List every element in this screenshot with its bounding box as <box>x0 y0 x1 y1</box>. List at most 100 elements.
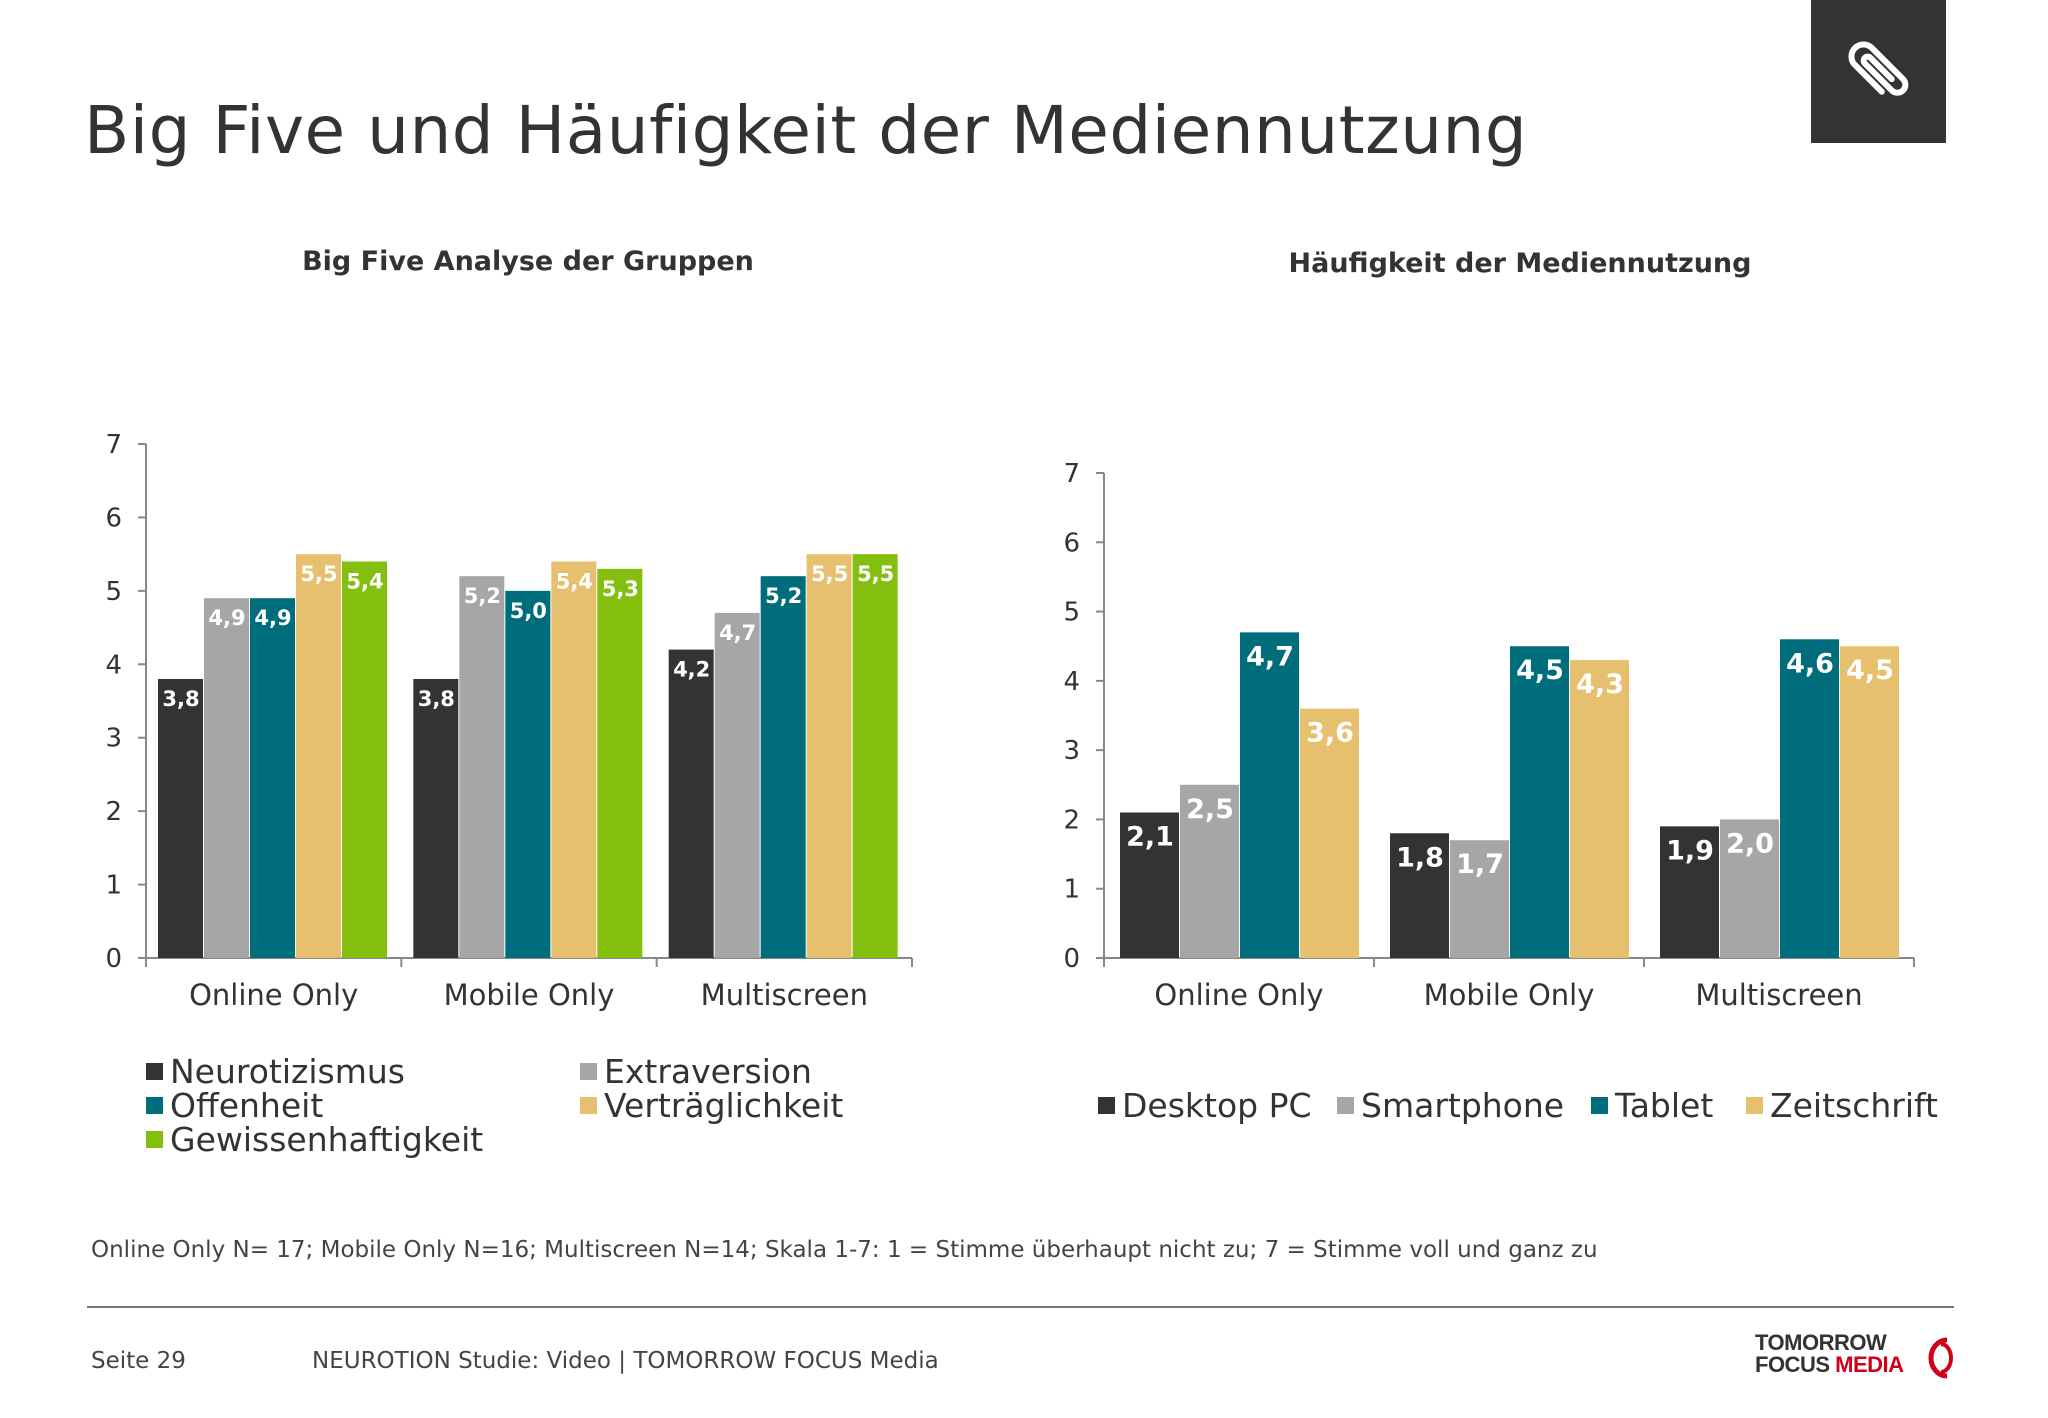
category-label: Online Only <box>189 978 358 1012</box>
data-label: 1,8 <box>1396 842 1444 873</box>
legend-item-gewissenhaftigkeit: Gewissenhaftigkeit <box>146 1120 483 1159</box>
data-label: 1,9 <box>1666 835 1714 866</box>
data-label: 2,0 <box>1726 828 1774 859</box>
data-label: 4,2 <box>673 658 710 682</box>
y-tick-label: 5 <box>105 577 122 607</box>
y-tick-label: 4 <box>105 650 122 680</box>
bar-offenheit-online-only <box>250 598 295 958</box>
data-label: 3,8 <box>418 687 455 711</box>
data-label: 4,5 <box>1846 655 1894 686</box>
legend-label: Gewissenhaftigkeit <box>170 1120 484 1159</box>
data-label: 3,6 <box>1306 718 1354 749</box>
category-label: Mobile Only <box>444 978 615 1012</box>
legend-swatch <box>1337 1097 1354 1114</box>
legend-item-desktop-pc: Desktop PC <box>1098 1086 1312 1125</box>
legend-label: Extraversion <box>604 1052 812 1091</box>
data-label: 4,6 <box>1786 648 1834 679</box>
bar-verträglichkeit-mobile-only <box>551 561 597 958</box>
logo-line-2b: MEDIA <box>1835 1352 1904 1377</box>
bar-neurotizismus-mobile-only <box>413 678 459 958</box>
data-label: 1,7 <box>1456 849 1504 880</box>
y-tick-label: 5 <box>1063 598 1080 628</box>
bar-neurotizismus-online-only <box>158 678 203 958</box>
legend-swatch <box>1746 1097 1763 1114</box>
bar-gewissenhaftigkeit-online-only <box>342 561 387 958</box>
logo-bracket-icon <box>1928 1337 1953 1379</box>
logo-line-1: TOMORROW <box>1755 1330 1887 1355</box>
legend-swatch <box>580 1063 597 1080</box>
legend-label: Smartphone <box>1361 1086 1565 1125</box>
bar-verträglichkeit-online-only <box>296 554 341 958</box>
data-label: 4,9 <box>208 606 245 630</box>
footnote: Online Only N= 17; Mobile Only N=16; Mul… <box>91 1237 1598 1263</box>
category-label: Mobile Only <box>1424 978 1595 1012</box>
category-label: Online Only <box>1154 978 1323 1012</box>
attachment-badge <box>1811 0 1946 143</box>
bar-offenheit-mobile-only <box>505 590 551 958</box>
data-label: 4,3 <box>1576 669 1624 700</box>
bar-extraversion-multiscreen <box>714 612 760 958</box>
bar-smartphone-online-only <box>1180 784 1239 958</box>
data-label: 5,5 <box>857 562 894 586</box>
bar-desktop-pc-online-only <box>1120 812 1179 958</box>
data-label: 5,5 <box>811 562 848 586</box>
logo-line-2a: FOCUS <box>1755 1352 1830 1377</box>
paperclip-icon <box>1848 41 1908 96</box>
data-label: 4,9 <box>254 606 291 630</box>
bar-desktop-pc-mobile-only <box>1390 833 1449 958</box>
legend-label: Tablet <box>1615 1086 1714 1125</box>
bar-extraversion-mobile-only <box>459 576 505 958</box>
bar-verträglichkeit-multiscreen <box>806 554 852 958</box>
legend-item-smartphone: Smartphone <box>1337 1086 1564 1125</box>
bar-desktop-pc-multiscreen <box>1660 826 1719 958</box>
legend-item-zeitschrift: Zeitschrift <box>1746 1086 1938 1125</box>
bar-smartphone-mobile-only <box>1450 840 1509 958</box>
legend-swatch <box>146 1131 163 1148</box>
y-tick-label: 0 <box>1063 944 1080 974</box>
brand-logo: TOMORROW FOCUS MEDIA <box>1755 1332 1955 1382</box>
y-tick-label: 2 <box>1063 805 1080 835</box>
y-tick-label: 3 <box>105 724 122 754</box>
legend-swatch <box>1591 1097 1608 1114</box>
data-label: 2,1 <box>1126 822 1174 853</box>
legend-label: Zeitschrift <box>1770 1086 1938 1125</box>
y-tick-label: 1 <box>105 871 122 901</box>
data-label: 3,8 <box>162 687 199 711</box>
data-label: 5,2 <box>464 584 501 608</box>
legend-label: Offenheit <box>170 1086 324 1125</box>
data-label: 5,5 <box>300 562 337 586</box>
y-tick-label: 6 <box>1063 528 1080 558</box>
bar-tablet-multiscreen <box>1780 639 1839 958</box>
category-label: Multiscreen <box>701 978 868 1012</box>
bar-neurotizismus-multiscreen <box>668 649 714 958</box>
footer-divider <box>87 1306 1954 1308</box>
bar-tablet-mobile-only <box>1510 646 1569 958</box>
data-label: 4,5 <box>1516 655 1564 686</box>
y-tick-label: 7 <box>105 430 122 460</box>
legend-swatch <box>580 1097 597 1114</box>
legend-item-neurotizismus: Neurotizismus <box>146 1052 405 1091</box>
page-title: Big Five und Häufigkeit der Mediennutzun… <box>84 92 1528 169</box>
study-label: NEUROTION Studie: Video | TOMORROW FOCUS… <box>312 1348 939 1374</box>
data-label: 4,7 <box>719 621 756 645</box>
category-label: Multiscreen <box>1695 978 1862 1012</box>
data-label: 5,0 <box>510 599 547 623</box>
data-label: 2,5 <box>1186 794 1234 825</box>
bar-smartphone-multiscreen <box>1720 819 1779 958</box>
data-label: 5,4 <box>556 569 593 593</box>
bar-zeitschrift-online-only <box>1300 708 1359 958</box>
bar-tablet-online-only <box>1240 632 1299 958</box>
bar-offenheit-multiscreen <box>760 576 806 958</box>
legend-label: Desktop PC <box>1122 1086 1312 1125</box>
data-label: 5,2 <box>765 584 802 608</box>
y-tick-label: 6 <box>105 503 122 533</box>
y-tick-label: 1 <box>1063 875 1080 905</box>
bar-gewissenhaftigkeit-multiscreen <box>852 554 898 958</box>
legend-label: Verträglichkeit <box>604 1086 844 1125</box>
legend-item-extraversion: Extraversion <box>580 1052 812 1091</box>
data-label: 4,7 <box>1246 641 1294 672</box>
legend-item-offenheit: Offenheit <box>146 1086 323 1125</box>
y-tick-label: 0 <box>105 944 122 974</box>
data-label: 5,4 <box>346 569 383 593</box>
